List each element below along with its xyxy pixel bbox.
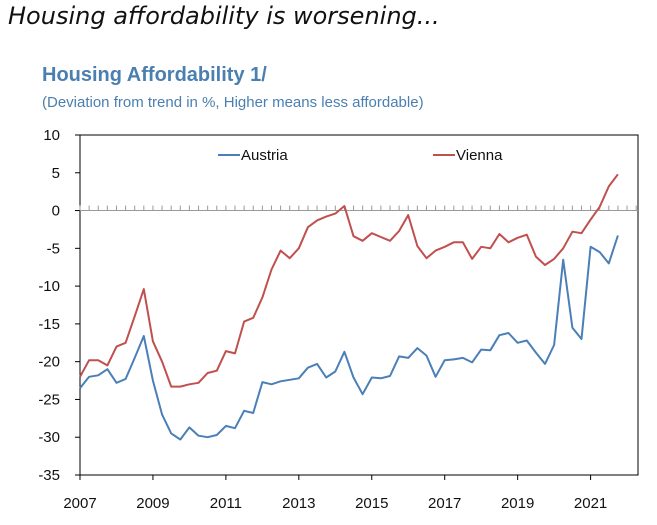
x-tick-label: 2009	[136, 495, 169, 512]
legend-label-vienna: Vienna	[456, 147, 503, 164]
y-tick-label: -10	[38, 278, 60, 295]
x-tick-label: 2015	[355, 495, 388, 512]
y-tick-label: -35	[38, 467, 60, 484]
x-tick-label: 2011	[210, 495, 242, 512]
x-tick-label: 2021	[574, 495, 607, 512]
x-tick-label: 2007	[63, 495, 96, 512]
y-tick-label: 0	[52, 203, 60, 220]
y-tick-label: -20	[38, 354, 60, 371]
x-tick-label: 2019	[501, 495, 534, 512]
y-tick-label: -5	[47, 240, 60, 257]
headline: Housing affordability is worsening...	[8, 2, 440, 30]
plot-area-frame	[79, 134, 639, 476]
chart-subtitle: (Deviation from trend in %, Higher means…	[42, 94, 424, 111]
series-line-austria	[79, 235, 619, 441]
y-tick-label: 5	[52, 165, 60, 182]
chart-title: Housing Affordability 1/	[42, 64, 267, 86]
y-tick-label: -25	[38, 391, 60, 408]
series-line-vienna	[79, 173, 619, 388]
x-tick-label: 2017	[428, 495, 461, 512]
legend-label-austria: Austria	[241, 147, 288, 164]
y-tick-label: -30	[38, 429, 60, 446]
x-tick-label: 2013	[282, 495, 315, 512]
y-tick-label: -15	[38, 316, 60, 333]
y-tick-label: 10	[43, 127, 60, 144]
